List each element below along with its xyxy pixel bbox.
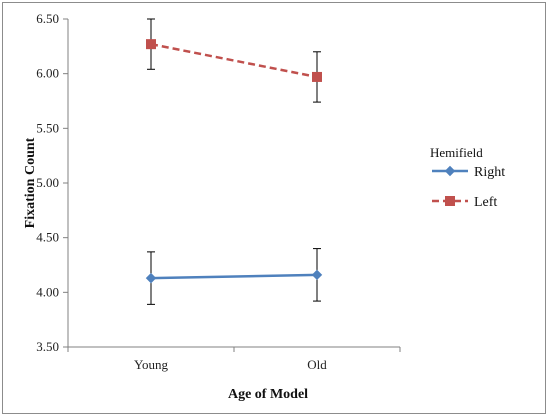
y-tick-labels: 3.50 4.00 4.50 5.00 5.50 6.00 6.50 — [36, 11, 68, 354]
y-tick-label: 5.00 — [36, 175, 59, 190]
legend: Hemifield Right Left — [430, 145, 505, 210]
y-tick-label: 4.00 — [36, 284, 59, 299]
legend-marker — [444, 165, 456, 177]
legend-marker — [445, 196, 455, 206]
y-tick-label: 6.00 — [36, 66, 59, 81]
data-point — [312, 71, 322, 82]
series-left — [146, 18, 322, 103]
legend-item-right: Right — [432, 165, 505, 180]
chart-frame — [2, 2, 546, 414]
y-axis-title: Fixation Count — [23, 137, 38, 228]
y-tick-label: 5.50 — [36, 120, 59, 135]
y-tick-label: 3.50 — [36, 339, 59, 354]
y-tick-label: 6.50 — [36, 11, 59, 26]
series-line — [150, 42, 318, 79]
x-tick-labels: Young Old — [67, 347, 401, 372]
data-point — [145, 272, 157, 284]
data-point — [311, 269, 323, 281]
data-point — [146, 39, 156, 50]
y-tick-label: 4.50 — [36, 230, 59, 245]
legend-label: Left — [474, 195, 497, 210]
x-axis-title: Age of Model — [228, 387, 308, 402]
series-right — [145, 248, 323, 305]
legend-label: Right — [474, 165, 505, 180]
y-axis-line-group — [67, 19, 400, 348]
legend-item-left: Left — [432, 195, 497, 210]
legend-items: Right Left — [432, 165, 505, 210]
series-line — [150, 273, 318, 280]
legend-title: Hemifield — [430, 145, 483, 160]
series-layer — [145, 18, 323, 305]
x-tick-label: Old — [307, 357, 327, 372]
x-tick-label: Young — [134, 357, 169, 372]
